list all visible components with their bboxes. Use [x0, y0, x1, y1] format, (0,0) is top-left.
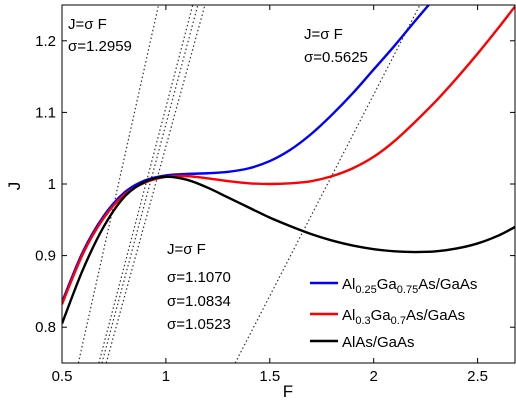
x-axis: 0.5 1 1.5 2 2.5: [52, 5, 488, 385]
series-line-0: [62, 5, 431, 303]
legend-label-0: Al0.25Ga0.75As/GaAs: [342, 276, 477, 296]
y-axis-label: J: [5, 182, 24, 191]
annotation-top-right-label: J=σ F: [304, 26, 343, 43]
x-tick-label-2: 1.5: [259, 368, 280, 385]
load-line-3: [105, 5, 206, 363]
load-lines: [77, 5, 421, 363]
x-axis-label: F: [283, 382, 293, 401]
legend-label-1: Al0.3Ga0.7As/GaAs: [342, 307, 465, 327]
curves: [62, 5, 515, 325]
y-tick-label-1: 0.9: [35, 248, 56, 265]
annotation-middle-label: J=σ F: [167, 241, 206, 258]
annotation-middle-sigma-3: σ=1.0523: [167, 316, 231, 333]
y-axis: 0.8 0.9 1 1.1 1.2: [35, 33, 515, 336]
load-line-4: [234, 5, 421, 363]
load-line-0: [77, 5, 160, 363]
y-tick-label-3: 1.1: [35, 104, 56, 121]
load-line-1: [98, 5, 194, 363]
x-tick-label-4: 2.5: [467, 368, 488, 385]
x-tick-label-1: 1: [162, 368, 170, 385]
series-line-2: [62, 175, 515, 325]
y-tick-label-0: 0.8: [35, 319, 56, 336]
annotation-top-left-label: J=σ F: [68, 16, 107, 33]
x-tick-label-0: 0.5: [52, 368, 73, 385]
legend: Al0.25Ga0.75As/GaAs Al0.3Ga0.7As/GaAs Al…: [304, 268, 510, 356]
y-tick-label-4: 1.2: [35, 33, 56, 50]
annotation-middle-sigma-2: σ=1.0834: [167, 293, 231, 310]
y-tick-label-2: 1: [48, 176, 56, 193]
annotation-top-left-sigma: σ=1.2959: [68, 38, 132, 55]
x-tick-label-3: 2: [370, 368, 378, 385]
legend-box: [304, 268, 510, 356]
annotation-top-right-sigma: σ=0.5625: [304, 49, 368, 66]
legend-label-2: AlAs/GaAs: [342, 334, 415, 351]
annotation-middle-sigma-1: σ=1.1070: [167, 269, 231, 286]
load-line-2: [101, 5, 199, 363]
